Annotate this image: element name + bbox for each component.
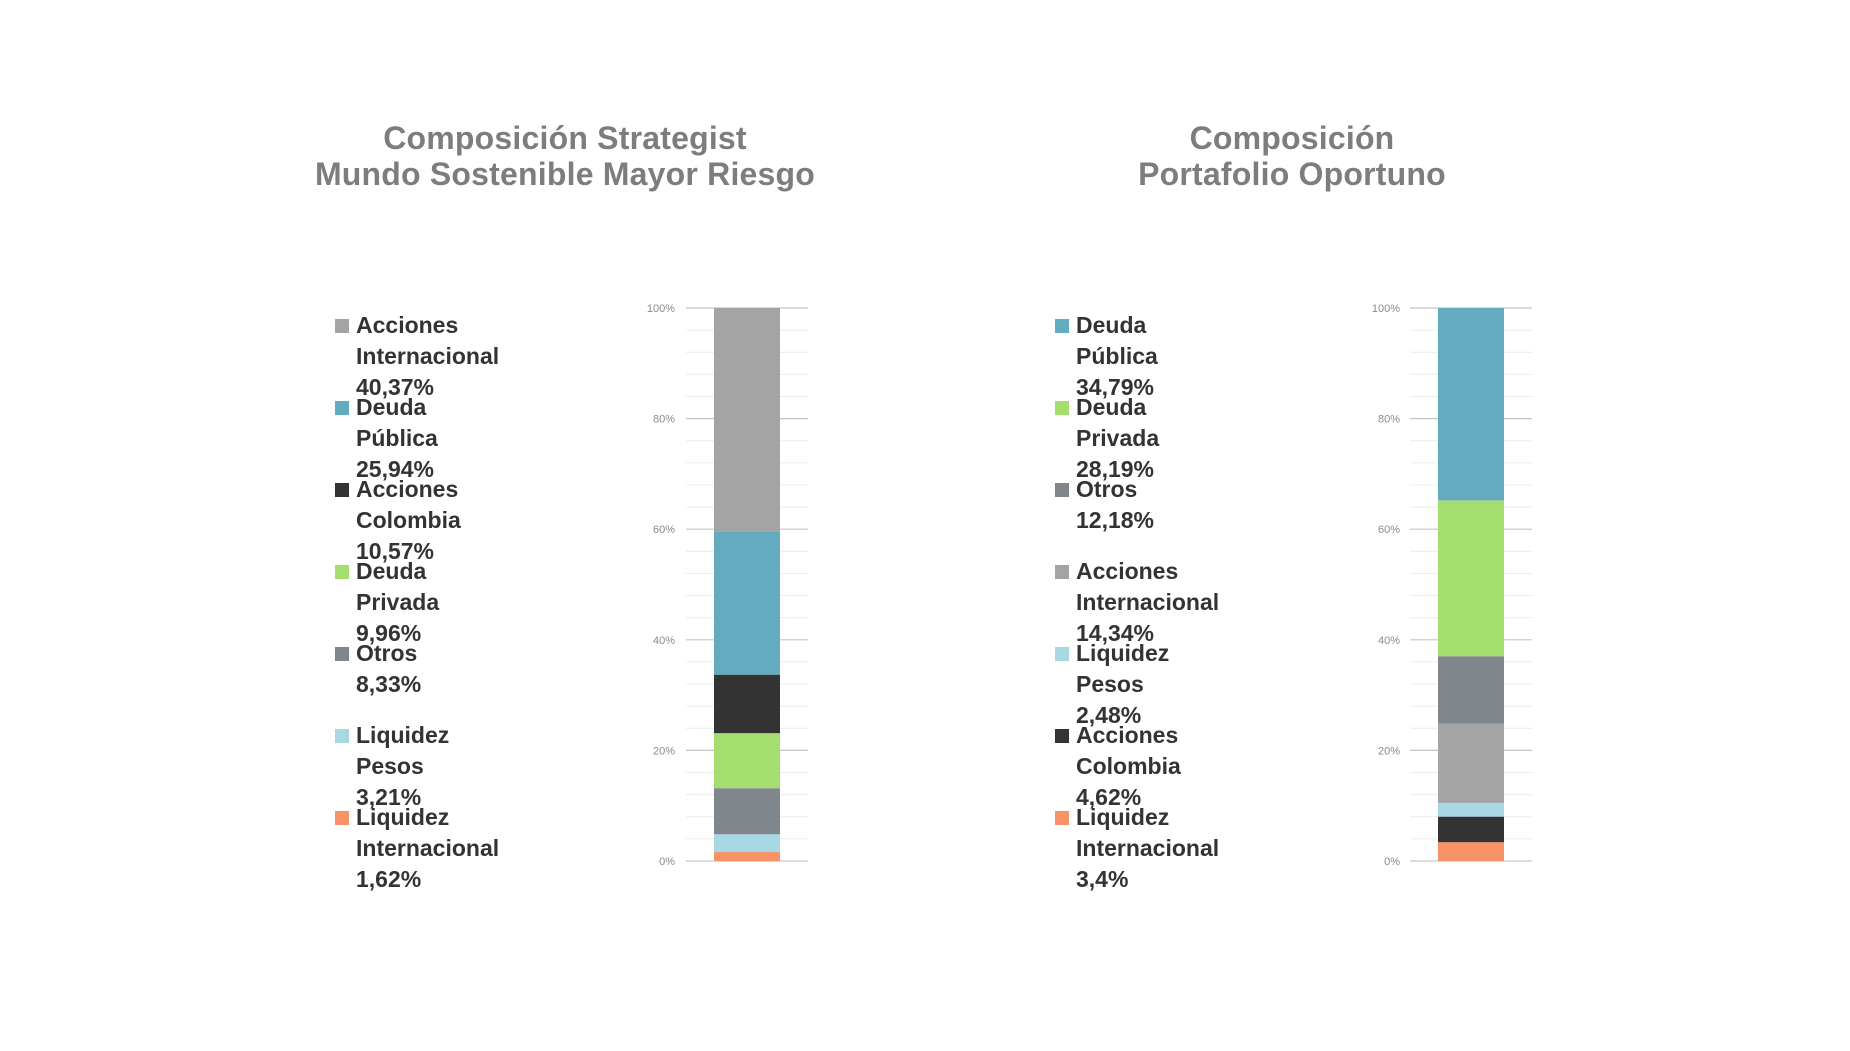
legend-item-deuda-publica: Deuda Pública 34,79% xyxy=(1055,310,1158,403)
legend-item-liquidez-pesos: Liquidez Pesos 2,48% xyxy=(1055,638,1169,731)
legend-item-deuda-privada: Deuda Privada 28,19% xyxy=(1055,392,1159,485)
y-tick-label: 0% xyxy=(659,856,675,868)
y-tick-label: 0% xyxy=(1384,856,1400,868)
legend-item-liquidez-internacional: Liquidez Internacional 1,62% xyxy=(335,802,499,895)
legend-item-liquidez-internacional: Liquidez Internacional 3,4% xyxy=(1055,802,1219,895)
legend-label-line: Acciones Colombia xyxy=(1076,722,1181,779)
chart-title-line-1: Composición Strategist xyxy=(383,120,747,156)
legend-label-line: Acciones Internacional xyxy=(356,312,500,369)
legend-label-line: Liquidez Internacional xyxy=(356,804,500,861)
legend-label: Acciones Internacional 40,37% xyxy=(356,310,499,403)
legend-swatch xyxy=(1055,811,1069,825)
y-tick-label: 100% xyxy=(1372,303,1400,315)
legend-item-deuda-privada: Deuda Privada 9,96% xyxy=(335,556,439,649)
legend-item-liquidez-pesos: Liquidez Pesos 3,21% xyxy=(335,720,449,813)
y-tick-label: 20% xyxy=(1378,745,1400,757)
chart-title-line-2: Mundo Sostenible Mayor Riesgo xyxy=(314,156,816,192)
legend-swatch xyxy=(1055,483,1069,497)
bar-segment-otros xyxy=(714,788,780,835)
legend-label-line: Deuda Pública 34,79% xyxy=(1076,312,1158,400)
legend-label-line: Otros 8,33% xyxy=(356,640,422,697)
chart-title: Composición Strategist Mundo Sostenible … xyxy=(215,120,915,192)
legend-label: Acciones Colombia 10,57% xyxy=(356,474,461,567)
legend-swatch xyxy=(1055,647,1069,661)
legend-swatch xyxy=(1055,565,1069,579)
legend-label-line: Liquidez Pesos 3,21% xyxy=(356,722,450,810)
y-tick-label: 80% xyxy=(1378,414,1400,426)
legend-item-acciones-colombia: Acciones Colombia 4,62% xyxy=(1055,720,1181,813)
y-tick-label: 20% xyxy=(653,745,675,757)
legend-label: Deuda Privada 28,19% xyxy=(1076,392,1159,485)
bar-segment-liquidez-pesos xyxy=(714,834,780,853)
legend-item-acciones-internacional: Acciones Internacional 40,37% xyxy=(335,310,499,403)
bar-segment-deuda-publica xyxy=(714,531,780,675)
legend-swatch xyxy=(335,319,349,333)
legend-swatch xyxy=(335,729,349,743)
legend-label-line: 40,37% xyxy=(356,374,435,400)
bar-segment-acciones-colombia xyxy=(1438,816,1504,843)
legend-label: Acciones Internacional 14,34% xyxy=(1076,556,1219,649)
bar-segment-deuda-publica xyxy=(1438,308,1504,501)
bar-segment-deuda-privada xyxy=(1438,500,1504,657)
bar-segment-liquidez-internacional xyxy=(1438,842,1504,861)
legend-label-line: 10,57% xyxy=(356,538,435,564)
chart-title: Composición Portafolio Oportuno xyxy=(942,120,1642,192)
legend-item-otros: Otros 8,33% xyxy=(335,638,421,700)
legend-label-line: Deuda Privada 28,19% xyxy=(1076,394,1160,482)
legend-item-deuda-publica: Deuda Pública 25,94% xyxy=(335,392,438,485)
bar-segment-otros xyxy=(1438,656,1504,724)
bar-segment-liquidez-internacional xyxy=(714,852,780,861)
legend-swatch xyxy=(335,483,349,497)
legend-label: Liquidez Pesos 2,48% xyxy=(1076,638,1169,731)
legend-label-line: Liquidez Internacional xyxy=(1076,804,1220,861)
legend-swatch xyxy=(1055,401,1069,415)
legend-label-line: Otros 12,18% xyxy=(1076,476,1155,533)
legend-label-line: Internacional 14,34% xyxy=(1076,589,1220,646)
chart-title-line-2: Portafolio Oportuno xyxy=(1138,156,1446,192)
legend-label-line: Deuda Privada 9,96% xyxy=(356,558,440,646)
legend-item-otros: Otros 12,18% xyxy=(1055,474,1154,536)
legend-label-line: 4,62% xyxy=(1076,784,1142,810)
bar-segment-acciones-internacional xyxy=(714,308,780,532)
legend-swatch xyxy=(1055,319,1069,333)
bar-segment-liquidez-pesos xyxy=(1438,802,1504,817)
legend-label-line: Acciones xyxy=(1076,558,1179,584)
legend-label: Deuda Privada 9,96% xyxy=(356,556,439,649)
bar-segment-deuda-privada xyxy=(714,733,780,789)
bar-segment-acciones-colombia xyxy=(714,674,780,734)
legend-label: Liquidez Pesos 3,21% xyxy=(356,720,449,813)
y-tick-label: 40% xyxy=(1378,635,1400,647)
y-tick-label: 100% xyxy=(647,303,675,315)
legend-label: Otros 12,18% xyxy=(1076,474,1154,536)
legend-label: Deuda Pública 25,94% xyxy=(356,392,438,485)
legend-label-line: Liquidez Pesos 2,48% xyxy=(1076,640,1170,728)
y-tick-label: 80% xyxy=(653,414,675,426)
legend-label-line: 1,62% xyxy=(356,866,422,892)
chart-title-line-1: Composición xyxy=(1189,120,1395,156)
legend-label-line: Deuda Pública 25,94% xyxy=(356,394,438,482)
y-tick-label: 60% xyxy=(1378,524,1400,536)
bar-segment-acciones-internacional xyxy=(1438,723,1504,803)
legend-label: Deuda Pública 34,79% xyxy=(1076,310,1158,403)
legend-item-acciones-colombia: Acciones Colombia 10,57% xyxy=(335,474,461,567)
legend-label: Otros 8,33% xyxy=(356,638,421,700)
legend-label: Liquidez Internacional 3,4% xyxy=(1076,802,1219,895)
legend-item-acciones-internacional: Acciones Internacional 14,34% xyxy=(1055,556,1219,649)
legend-label-line: Acciones Colombia xyxy=(356,476,461,533)
y-tick-label: 40% xyxy=(653,635,675,647)
legend-label: Acciones Colombia 4,62% xyxy=(1076,720,1181,813)
y-tick-label: 60% xyxy=(653,524,675,536)
legend-label: Liquidez Internacional 1,62% xyxy=(356,802,499,895)
legend-swatch xyxy=(335,811,349,825)
legend-swatch xyxy=(335,647,349,661)
legend-swatch xyxy=(1055,729,1069,743)
legend-swatch xyxy=(335,401,349,415)
legend-swatch xyxy=(335,565,349,579)
legend-label-line: 3,4% xyxy=(1076,866,1129,892)
